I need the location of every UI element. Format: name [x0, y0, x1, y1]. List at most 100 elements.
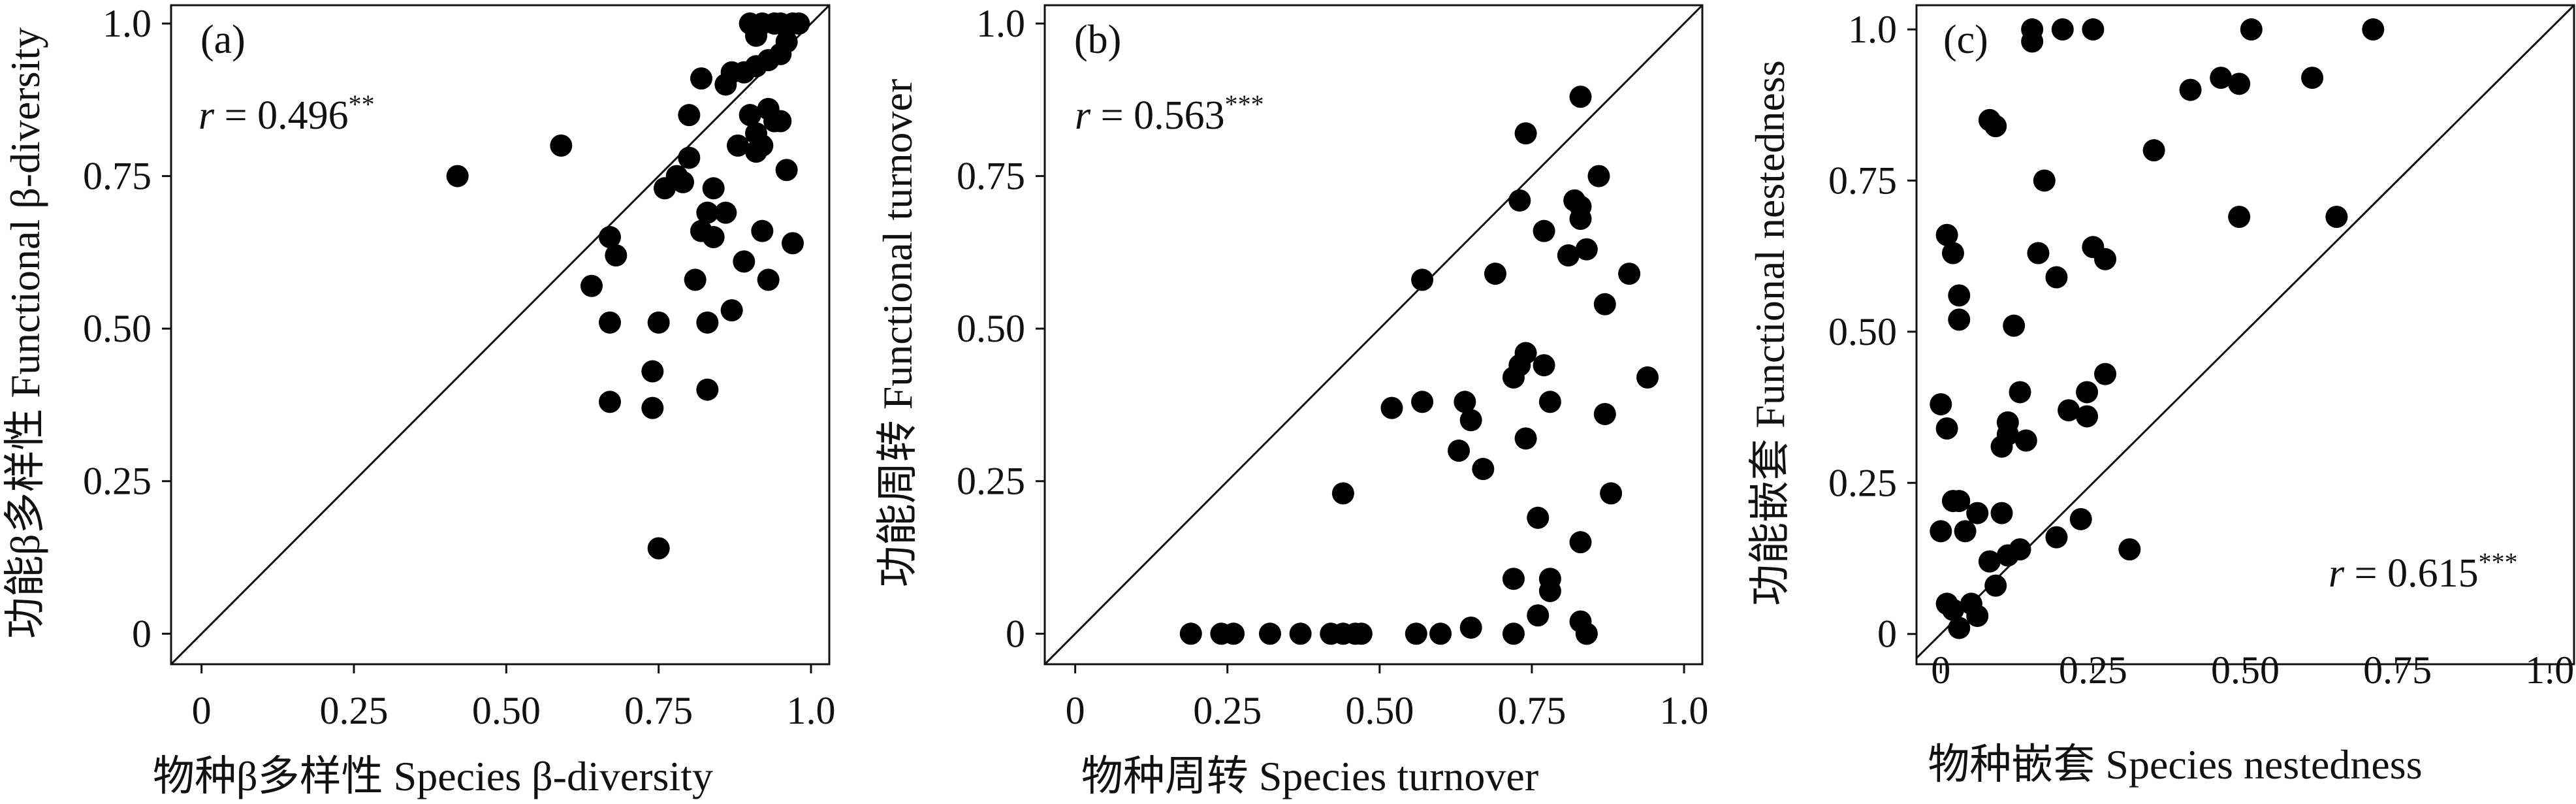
data-point: [678, 146, 701, 169]
panel-letter: (c): [1943, 18, 1988, 62]
r-annotation: r = 0.615***: [2329, 547, 2518, 596]
data-point: [2301, 67, 2324, 89]
data-point: [2009, 381, 2031, 404]
y-tick-label: 0.25: [957, 460, 1025, 503]
panel-a: (a) r = 0.496** 物种β多样性 Species β-diversi…: [2, 2, 836, 799]
data-point: [1538, 568, 1561, 590]
data-point: [1954, 520, 1977, 543]
data-point: [739, 104, 761, 127]
x-tick-label: 0.25: [320, 689, 389, 732]
data-point: [647, 311, 670, 334]
data-point: [2069, 507, 2092, 530]
data-point: [678, 104, 701, 127]
data-point: [1930, 520, 1952, 543]
panel-c: (c) r = 0.615*** 物种嵌套 Species nestedness…: [1747, 4, 2575, 788]
y-tick-label: 0: [132, 612, 151, 655]
data-point: [2082, 18, 2105, 41]
data-point: [2362, 18, 2385, 41]
y-tick-label: 0: [1877, 613, 1897, 656]
data-point: [2027, 242, 2050, 265]
data-point: [2142, 139, 2165, 162]
r-annotation: r = 0.563***: [1075, 89, 1264, 138]
data-point: [1575, 238, 1598, 261]
data-point: [714, 201, 737, 224]
data-point: [2045, 266, 2068, 289]
data-point: [702, 226, 725, 249]
data-point: [1514, 122, 1537, 145]
data-point: [605, 244, 628, 267]
data-point: [1508, 189, 1531, 212]
data-point: [2014, 429, 2037, 452]
data-point: [1569, 207, 1592, 230]
y-axis-title: 功能嵌套 Functional nestedness: [1747, 60, 1793, 605]
data-point: [1984, 115, 2007, 138]
data-point: [2003, 314, 2026, 337]
y-tick-label: 0: [1006, 612, 1025, 655]
data-point: [1948, 490, 1971, 513]
data-point: [696, 378, 719, 401]
data-point: [599, 311, 621, 334]
data-point: [1527, 506, 1550, 529]
r-symbol: r: [2329, 551, 2345, 596]
y-axis-title: 功能周转 Functional turnover: [874, 79, 921, 588]
data-point: [1331, 482, 1354, 505]
data-point: [1569, 86, 1592, 108]
x-tick-label: 0.50: [472, 689, 541, 732]
data-point: [641, 396, 664, 419]
data-point: [702, 177, 725, 200]
x-tick-label: 1.0: [787, 689, 836, 732]
data-point: [2045, 526, 2068, 549]
data-point: [2033, 169, 2056, 192]
plot-frame: [1043, 4, 1704, 666]
significance-stars: ***: [1225, 89, 1264, 119]
data-point: [1289, 622, 1312, 645]
data-point: [1411, 391, 1434, 413]
data-point: [1587, 165, 1610, 187]
data-point: [1966, 502, 1989, 524]
data-point: [2228, 205, 2251, 228]
data-point: [1472, 458, 1495, 481]
data-point: [775, 31, 798, 54]
data-point: [1459, 616, 1482, 639]
data-point: [1459, 409, 1482, 432]
data-point: [2179, 78, 2202, 101]
y-tick-label: 0.50: [83, 307, 151, 350]
data-point: [672, 170, 694, 193]
r-symbol: r: [1075, 93, 1091, 138]
data-point: [1935, 223, 1958, 246]
data-point: [1990, 502, 2013, 524]
data-point: [1996, 423, 2019, 446]
data-point: [1454, 391, 1476, 413]
data-point: [1405, 622, 1427, 645]
data-point: [1527, 604, 1550, 627]
plot-frame: [170, 4, 831, 666]
data-point: [1600, 482, 1623, 505]
data-point: [1948, 308, 1971, 331]
data-point: [446, 165, 469, 187]
data-point: [2076, 405, 2099, 428]
data-point: [1930, 393, 1952, 415]
data-point: [690, 67, 712, 90]
x-tick-label: 0.75: [2363, 649, 2432, 692]
data-point: [1978, 550, 2001, 573]
data-point: [1514, 427, 1537, 450]
data-point: [1448, 440, 1471, 462]
x-tick-label: 0: [1931, 649, 1950, 692]
data-point: [1350, 622, 1373, 645]
x-tick-label: 1.0: [1660, 689, 1709, 732]
y-tick-label: 0.75: [957, 155, 1025, 198]
data-point: [2325, 205, 2348, 228]
x-tick-label: 0: [192, 689, 212, 732]
data-point: [1484, 263, 1506, 285]
data-point: [720, 299, 743, 322]
x-axis-title: 物种嵌套 Species nestedness: [1928, 741, 2422, 788]
panel-letter: (b): [1074, 18, 1121, 62]
data-point: [1514, 342, 1537, 364]
data-point: [1533, 354, 1555, 377]
data-point: [1538, 391, 1561, 413]
data-point: [1429, 622, 1452, 645]
data-point: [647, 537, 670, 560]
data-point: [580, 274, 603, 297]
data-point: [775, 159, 798, 182]
data-point: [1179, 622, 1202, 645]
